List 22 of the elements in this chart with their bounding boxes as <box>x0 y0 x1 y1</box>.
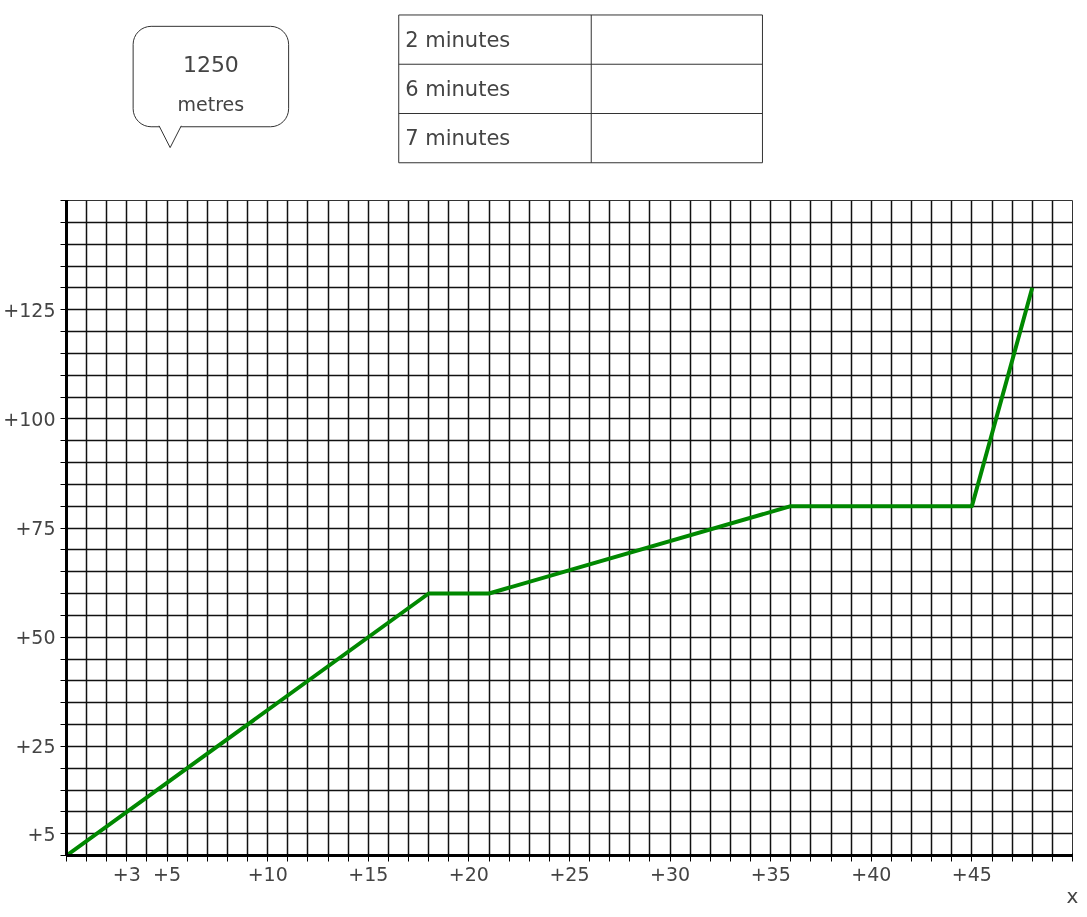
x-axis-title: x <box>1066 883 1079 908</box>
x-tick-label: +45 <box>951 862 992 885</box>
x-tick-label: +40 <box>851 862 892 885</box>
x-tick-label: +30 <box>650 862 691 885</box>
y-tick-label: +5 <box>27 822 56 845</box>
x-tick-label: +3 <box>112 862 141 885</box>
x-tick-label: +15 <box>348 862 389 885</box>
x-tick-label: +20 <box>448 862 489 885</box>
y-tick-label: +75 <box>15 517 56 539</box>
x-tick-label: +35 <box>750 862 791 885</box>
text: 2 minutes <box>405 27 511 52</box>
line-series <box>66 285 1035 856</box>
x-tick-label: +5 <box>153 862 182 885</box>
y-tick-label: +25 <box>15 735 56 758</box>
x-tick-label: +10 <box>247 862 288 885</box>
text: 6 minutes <box>405 76 511 101</box>
y-tick-label: +125 <box>3 298 56 321</box>
x-tick-label: +25 <box>549 862 590 885</box>
y-tick-label: +50 <box>15 626 56 649</box>
text: 7 minutes <box>405 126 511 151</box>
y-tick-label: +100 <box>3 407 56 430</box>
text: 1250 metres <box>177 52 245 116</box>
